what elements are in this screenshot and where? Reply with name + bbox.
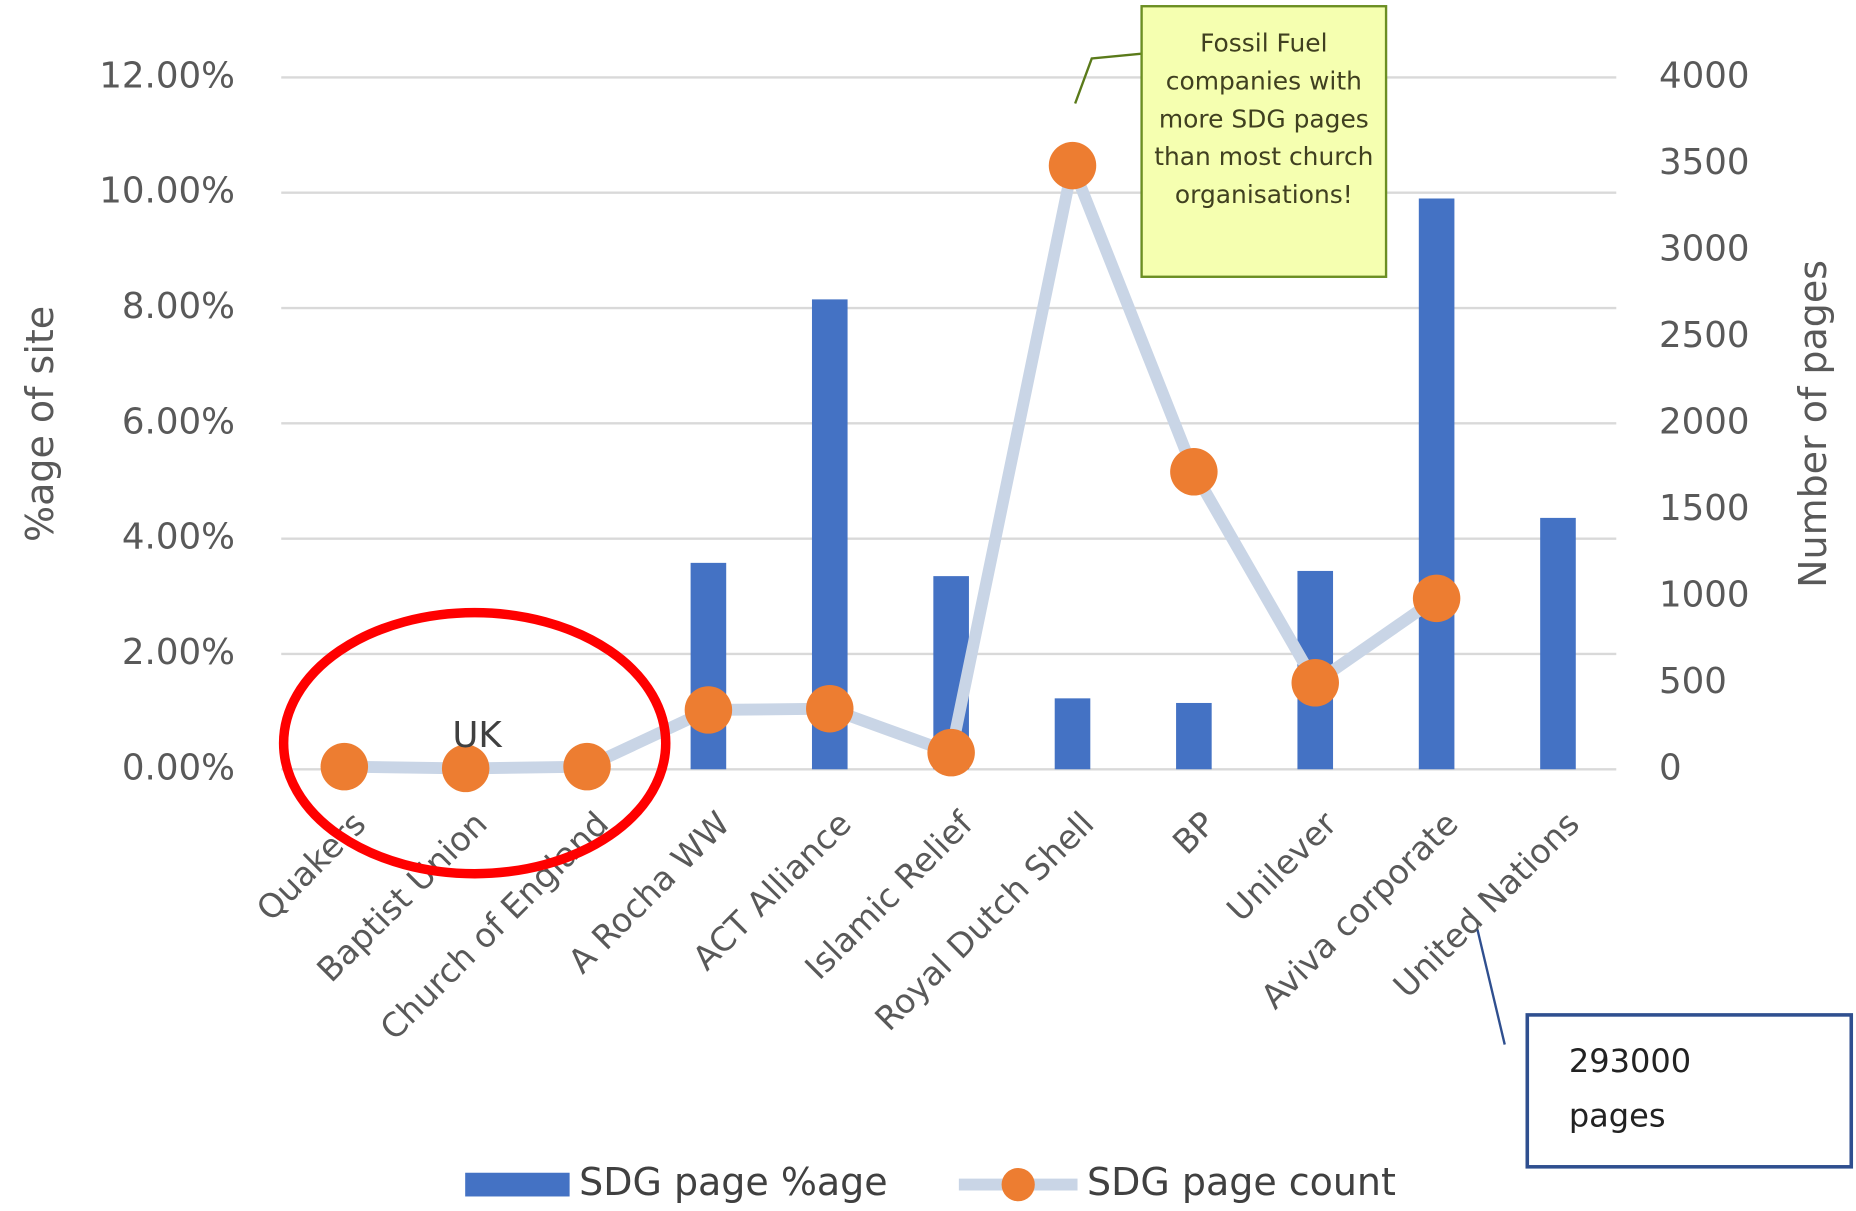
y2-tick-label: 3000: [1659, 228, 1750, 269]
y2-tick-label: 1000: [1659, 574, 1750, 615]
line-point: [684, 686, 733, 734]
grid: [281, 76, 1617, 771]
y-tick-label: 12.00%: [99, 55, 235, 96]
y-tick-label: 2.00%: [122, 632, 235, 673]
callout-leader: [1074, 52, 1142, 104]
y-tick-label: 6.00%: [122, 401, 235, 442]
line-point: [1291, 659, 1339, 707]
callout-text-wrap: Fossil Fuel companies with more SDG page…: [1154, 28, 1374, 210]
bars: [690, 198, 1576, 770]
x-tick-label: Quakers: [249, 804, 373, 928]
line-point: [320, 742, 369, 791]
callout-box: [1140, 5, 1388, 278]
legend-label: SDG page %age: [579, 1160, 888, 1204]
x-tick-label: BP: [1165, 804, 1223, 862]
line-point: [563, 742, 611, 791]
line-point: [806, 684, 854, 733]
callout-text: Fossil Fuel companies with more SDG page…: [1154, 28, 1374, 210]
uk-label: UK: [452, 715, 503, 756]
y2-tick-label: 0: [1659, 747, 1682, 788]
highlight-ellipse: [278, 607, 671, 879]
y-tick-label: 0.00%: [122, 747, 235, 788]
y2-tick-label: 3500: [1659, 142, 1750, 183]
legend-swatch: [465, 1172, 570, 1197]
callout-leader: [1476, 929, 1506, 1045]
line: [344, 159, 1440, 775]
y2-axis-title: Number of pages: [1791, 260, 1835, 588]
line-point: [927, 728, 975, 777]
y-axis-title: %age of site: [18, 306, 62, 542]
labels: 0.00% 2.00% 4.00% 6.00% 8.00% 10.00% 12.00% 0 50…: [99, 55, 1749, 1047]
callout-text-wrap: 293000 pages: [1568, 1043, 1692, 1135]
y-tick-label: 10.00%: [99, 171, 235, 212]
bar: [1054, 698, 1091, 770]
bar: [1418, 198, 1455, 770]
line-point: [441, 744, 490, 793]
line-point: [1170, 448, 1218, 496]
y2-tick-label: 2500: [1659, 315, 1750, 356]
bar: [1540, 517, 1576, 770]
y2-tick-label: 500: [1659, 661, 1727, 702]
line-point: [1048, 141, 1097, 190]
legend-label: SDG page count: [1087, 1160, 1396, 1204]
x-tick-label: Unilever: [1219, 804, 1344, 929]
y2-tick-label: 4000: [1659, 55, 1750, 96]
x-tick-label: Royal Dutch Shell: [867, 804, 1101, 1038]
bar: [1176, 702, 1212, 770]
line-series: [320, 141, 1461, 793]
y-tick-label: 8.00%: [122, 286, 235, 327]
legend-swatch-dot: [1001, 1167, 1035, 1202]
bar: [690, 562, 727, 770]
legend: SDG page %age SDG page count: [465, 1160, 1396, 1204]
callout-text: 293000 pages: [1568, 1043, 1692, 1135]
callout-box: [1525, 1013, 1854, 1169]
x-tick-label: Church of England: [372, 804, 616, 1048]
line-point: [1412, 574, 1461, 623]
y2-tick-label: 2000: [1659, 401, 1750, 442]
y-tick-label: 4.00%: [122, 517, 235, 558]
y2-tick-label: 1500: [1659, 488, 1750, 529]
